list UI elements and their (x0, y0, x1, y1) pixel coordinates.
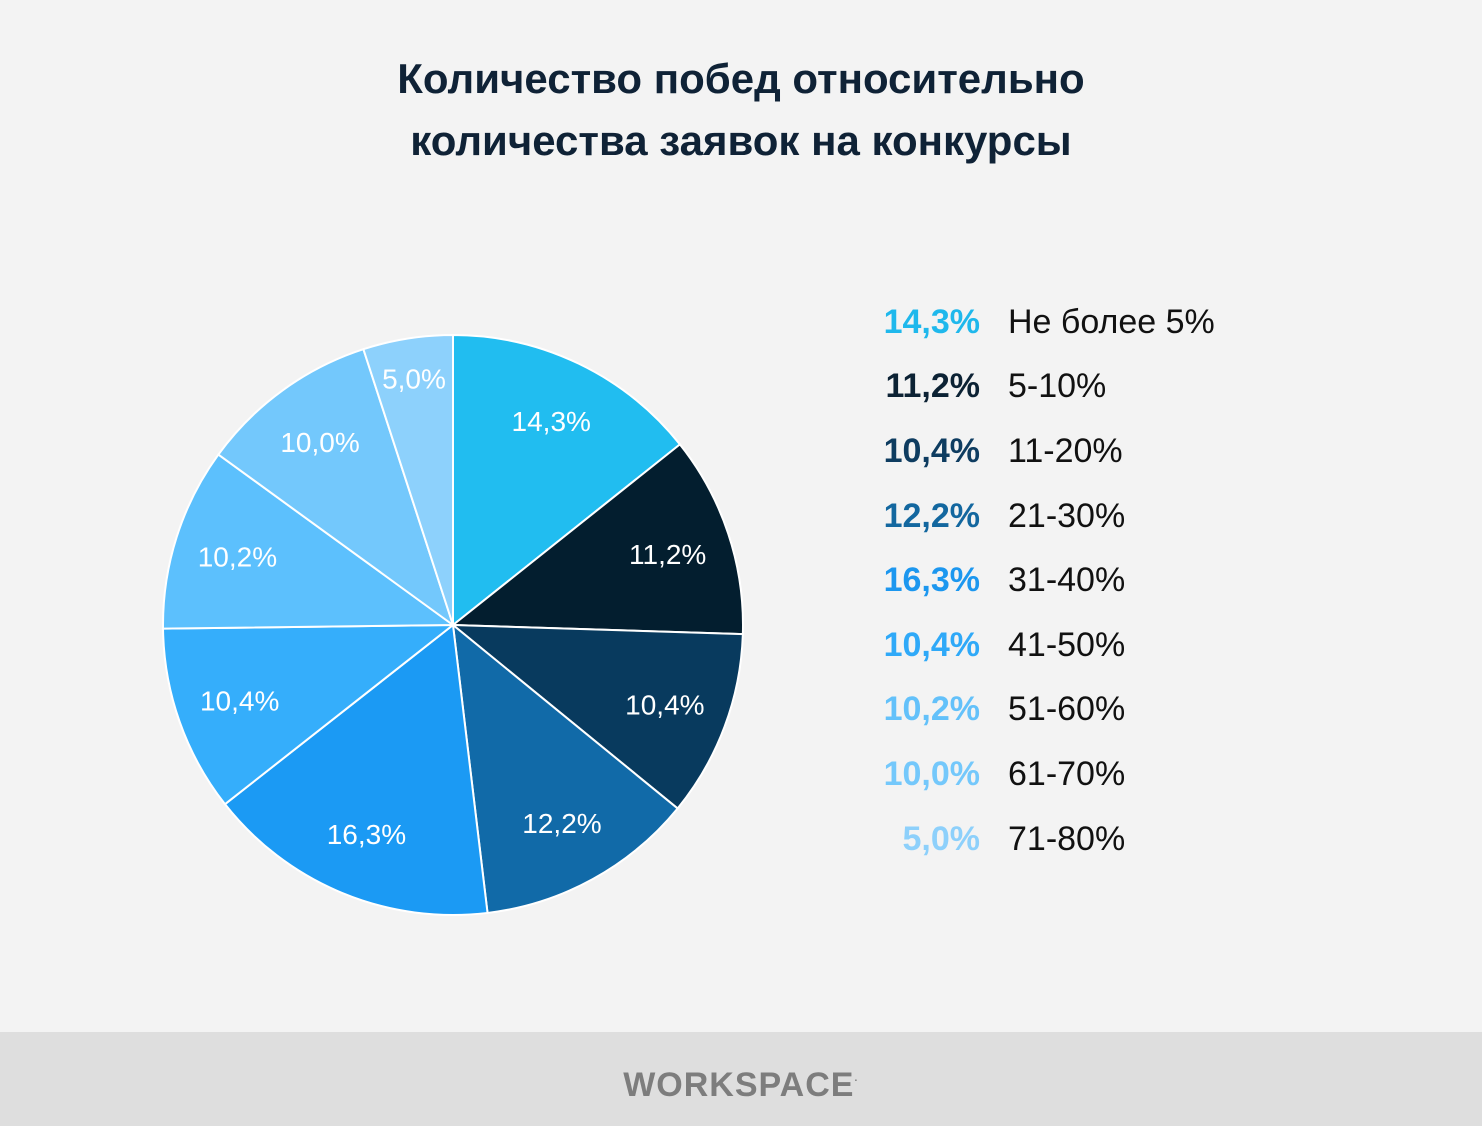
pie-slice-5 (223, 623, 489, 916)
legend-value: 11,2% (885, 367, 980, 406)
legend-item: 11,2% 5-10% (860, 355, 1280, 420)
legend-label: 71-80% (1008, 819, 1126, 858)
legend-item: 16,3% 31-40% (860, 548, 1280, 613)
legend-value: 5,0% (902, 819, 981, 858)
legend-label: 21-30% (1008, 496, 1126, 535)
chart-title: Количество побед относительно количества… (0, 48, 1482, 172)
legend-item: 10,2% 51-60% (860, 678, 1280, 743)
slice-label-7: 10,2% (198, 541, 277, 572)
legend-label: 51-60% (1008, 690, 1126, 729)
pie-slice-2 (450, 442, 744, 636)
slice-label-2: 11,2% (629, 539, 706, 570)
legend-label: 11-20% (1008, 431, 1123, 470)
brand-text: WORKSPACE (623, 1066, 855, 1104)
legend-label: 5-10% (1008, 367, 1107, 406)
slice-label-9: 5,0% (382, 364, 446, 395)
legend-value: 16,3% (883, 561, 980, 600)
slice-label-5: 16,3% (327, 819, 406, 850)
chart-title-line-1: Количество побед относительно (397, 55, 1085, 102)
pie-slice-6 (162, 623, 456, 806)
slice-label-1: 14,3% (512, 406, 591, 437)
pie-slice-4 (451, 622, 680, 915)
slice-label-8: 10,0% (280, 427, 359, 458)
legend-value: 14,3% (883, 302, 980, 341)
legend-value: 10,4% (883, 625, 980, 664)
pie-slice-9 (362, 333, 454, 626)
footer-bar (0, 1032, 1482, 1126)
legend-label: 41-50% (1008, 625, 1126, 664)
pie-slice-8 (216, 347, 455, 628)
legend-item: 10,4% 11-20% (860, 419, 1280, 484)
slice-label-3: 10,4% (625, 689, 704, 720)
legend-value: 12,2% (883, 496, 980, 535)
legend: 14,3% Не более 5% 11,2% 5-10% 10,4% 11-20% 12,… (860, 290, 1280, 871)
legend-item: 14,3% Не более 5% (860, 290, 1280, 355)
legend-label: 61-70% (1008, 754, 1126, 793)
chart-title-line-2: количества заявок на конкурсы (410, 117, 1072, 164)
legend-label: Не более 5% (1008, 302, 1215, 341)
brand-mark: · (854, 1075, 859, 1087)
legend-value: 10,2% (883, 690, 980, 729)
legend-value: 10,4% (883, 431, 980, 470)
legend-item: 10,0% 61-70% (860, 742, 1280, 807)
legend-item: 10,4% 41-50% (860, 613, 1280, 678)
pie-slice-1 (452, 333, 682, 628)
legend-item: 5,0% 71-80% (860, 807, 1280, 872)
pie-slice-7 (162, 453, 457, 630)
legend-label: 31-40% (1008, 561, 1126, 600)
legend-value: 10,0% (883, 754, 980, 793)
slice-label-6: 10,4% (200, 685, 279, 716)
brand-logo: WORKSPACE· (0, 1066, 1482, 1105)
pie-slice-3 (450, 623, 744, 810)
slice-label-4: 12,2% (522, 808, 601, 839)
legend-item: 12,2% 21-30% (860, 484, 1280, 549)
